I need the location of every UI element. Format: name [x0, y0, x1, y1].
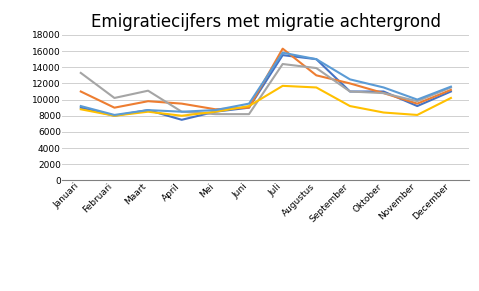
2018	[179, 118, 184, 122]
2022	[213, 108, 218, 112]
2021	[381, 111, 387, 114]
2018	[145, 108, 151, 112]
2018	[78, 106, 84, 109]
2021	[313, 86, 319, 89]
2021	[179, 114, 184, 118]
Line: 2022: 2022	[81, 53, 451, 115]
2020	[78, 71, 84, 75]
2019	[78, 90, 84, 93]
Line: 2018: 2018	[81, 55, 451, 120]
2022	[347, 78, 353, 81]
2018	[280, 53, 285, 57]
2018	[381, 90, 387, 93]
2018	[448, 90, 454, 93]
2022	[179, 110, 184, 113]
2020	[280, 62, 285, 66]
2019	[414, 102, 420, 105]
2020	[313, 66, 319, 70]
Line: 2019: 2019	[81, 49, 451, 109]
2019	[246, 106, 252, 109]
2022	[78, 104, 84, 108]
2019	[179, 102, 184, 105]
2018	[246, 106, 252, 109]
Title: Emigratiecijfers met migratie achtergrond: Emigratiecijfers met migratie achtergron…	[91, 13, 441, 31]
2019	[145, 100, 151, 103]
2022	[280, 51, 285, 54]
2022	[246, 102, 252, 105]
2021	[145, 110, 151, 113]
Legend: 2018, 2019, 2020, 2021, 2022: 2018, 2019, 2020, 2021, 2022	[117, 290, 415, 291]
2021	[246, 104, 252, 108]
2022	[145, 108, 151, 112]
2021	[414, 113, 420, 117]
2021	[213, 110, 218, 113]
2020	[179, 110, 184, 113]
2020	[213, 112, 218, 116]
2021	[112, 114, 117, 118]
2018	[213, 110, 218, 113]
2018	[414, 104, 420, 108]
2021	[78, 108, 84, 111]
2021	[347, 104, 353, 108]
2019	[448, 88, 454, 92]
2019	[280, 47, 285, 50]
2021	[448, 96, 454, 100]
2018	[112, 114, 117, 118]
2018	[347, 90, 353, 93]
2020	[347, 90, 353, 93]
2020	[145, 89, 151, 93]
2020	[448, 86, 454, 89]
2020	[112, 96, 117, 100]
Line: 2021: 2021	[81, 86, 451, 116]
2022	[381, 86, 387, 89]
2019	[381, 91, 387, 95]
2022	[448, 85, 454, 88]
2018	[313, 57, 319, 61]
Line: 2020: 2020	[81, 64, 451, 114]
2019	[313, 74, 319, 77]
2020	[381, 91, 387, 95]
2021	[280, 84, 285, 88]
2019	[213, 108, 218, 111]
2019	[347, 82, 353, 85]
2020	[414, 100, 420, 103]
2022	[414, 98, 420, 101]
2022	[313, 57, 319, 61]
2020	[246, 112, 252, 116]
2022	[112, 113, 117, 117]
2019	[112, 106, 117, 109]
